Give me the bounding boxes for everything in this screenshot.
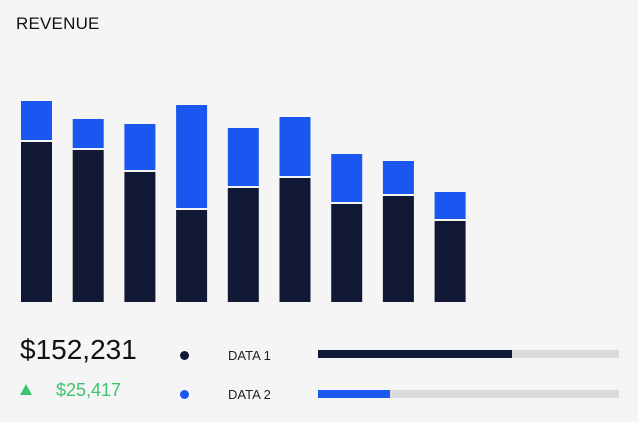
bar-2-1 — [21, 101, 52, 140]
legend-label-data-2: DATA 2 — [228, 386, 271, 402]
progress-fill-data-2 — [318, 390, 391, 398]
revenue-change: $25,417 — [20, 380, 121, 401]
bar-1-5 — [227, 188, 259, 302]
up-arrow-icon — [20, 384, 32, 395]
bar-2-5 — [227, 128, 259, 186]
legend-item-data-1: DATA 1 — [180, 345, 271, 365]
legend-dot-data-2 — [180, 389, 189, 399]
bar-2-6 — [279, 117, 311, 176]
legend-item-data-2: DATA 2 — [180, 384, 271, 404]
progress-track-data-2 — [318, 390, 619, 398]
progress-fill-data-1 — [318, 350, 513, 358]
bar-1-3 — [124, 172, 156, 302]
bar-1-1 — [21, 142, 52, 302]
bar-2-9 — [434, 192, 466, 219]
bar-2-7 — [331, 154, 363, 202]
bar-1-7 — [331, 204, 363, 302]
revenue-change-value: $25,417 — [56, 380, 122, 400]
bar-1-2 — [72, 150, 104, 302]
bar-1-6 — [279, 178, 311, 302]
bar-2-8 — [382, 161, 414, 194]
legend-dot-data-1 — [180, 350, 189, 360]
bar-2-4 — [176, 105, 208, 208]
legend-label-data-1: DATA 1 — [228, 347, 271, 363]
chart-title: REVENUE — [16, 14, 100, 33]
bar-2-2 — [72, 119, 104, 148]
revenue-bar-chart — [21, 101, 466, 302]
bar-1-9 — [434, 221, 466, 302]
bar-1-8 — [382, 196, 414, 302]
bar-1-4 — [176, 210, 208, 302]
progress-track-data-1 — [318, 350, 619, 358]
total-revenue-value: $152,231 — [20, 334, 137, 365]
bar-2-3 — [124, 124, 156, 170]
